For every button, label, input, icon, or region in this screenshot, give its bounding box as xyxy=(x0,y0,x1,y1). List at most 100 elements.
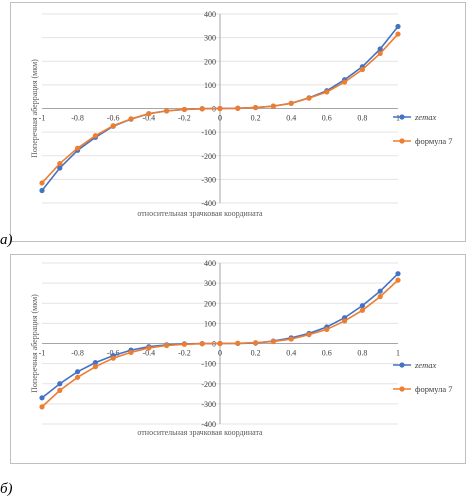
data-point-formula7 xyxy=(128,349,134,355)
data-point-formula7 xyxy=(288,336,294,342)
data-point-formula7 xyxy=(146,111,152,117)
data-point-zemax xyxy=(92,360,98,366)
data-point-formula7 xyxy=(306,95,312,101)
chart-b-plot: 4003002001000-100-200-300-400-1-0.8-0.6-… xyxy=(30,259,453,437)
data-point-formula7 xyxy=(199,341,205,347)
data-point-formula7 xyxy=(395,277,401,283)
data-point-formula7 xyxy=(181,341,187,347)
data-point-formula7 xyxy=(164,342,170,349)
x-tick-label: 0.4 xyxy=(286,114,296,123)
y-tick-label: 200 xyxy=(204,57,216,66)
data-point-formula7 xyxy=(288,100,294,106)
data-point-formula7 xyxy=(92,364,98,370)
data-point-zemax xyxy=(395,23,401,30)
x-axis-title: относительная зрачковая координата xyxy=(137,209,263,218)
x-tick-label: -0.6 xyxy=(107,114,120,123)
y-tick-label: 200 xyxy=(204,299,216,308)
x-tick-label: 0 xyxy=(218,114,222,123)
x-tick-label: 0 xyxy=(218,349,222,358)
data-point-formula7 xyxy=(270,338,276,345)
data-point-formula7 xyxy=(342,79,348,85)
x-tick-label: 0.2 xyxy=(251,114,261,123)
x-tick-label: -1 xyxy=(39,349,46,358)
x-tick-label: 0.6 xyxy=(322,349,332,358)
y-tick-label: -300 xyxy=(201,175,216,184)
data-point-formula7 xyxy=(128,116,134,122)
y-tick-label: -400 xyxy=(201,420,216,429)
data-point-formula7 xyxy=(110,123,116,129)
chart-a: 400 300 200 100 0 -100 -200 -300 -400 -1 -0.8 -0.6 -… xyxy=(10,2,466,242)
y-axis-title: Поперечная аберрация (мкм) xyxy=(30,294,39,393)
chart-b: 4003002001000-100-200-300-400-1-0.8-0.6-… xyxy=(10,254,466,464)
x-tick-label: -1 xyxy=(39,114,46,123)
data-point-formula7 xyxy=(235,340,241,346)
x-tick-label: 0.8 xyxy=(357,349,367,358)
data-point-zemax xyxy=(57,381,63,387)
data-point-formula7 xyxy=(253,340,259,346)
data-point-formula7 xyxy=(359,66,365,73)
data-point-formula7 xyxy=(199,106,205,112)
x-tick-label: -0.4 xyxy=(142,349,155,358)
data-point-formula7 xyxy=(39,180,45,186)
y-tick-label: -300 xyxy=(201,400,216,409)
data-point-zemax xyxy=(39,395,45,401)
data-point-formula7 xyxy=(377,294,383,300)
data-point-formula7 xyxy=(39,404,45,410)
data-point-zemax xyxy=(395,271,401,277)
data-point-formula7 xyxy=(75,374,81,380)
data-point-zemax xyxy=(39,187,45,194)
legend-marker xyxy=(399,114,405,120)
data-point-formula7 xyxy=(75,145,81,151)
data-point-formula7 xyxy=(217,340,223,347)
data-point-formula7 xyxy=(146,345,152,351)
x-tick-label: 0.2 xyxy=(251,349,261,358)
y-tick-label: 300 xyxy=(204,279,216,288)
data-point-formula7 xyxy=(57,387,63,393)
data-point-formula7 xyxy=(57,160,63,167)
legend-marker xyxy=(399,138,405,144)
y-tick-label: 100 xyxy=(204,81,216,90)
x-tick-label: 0.4 xyxy=(286,349,296,358)
legend-marker xyxy=(399,386,405,392)
x-tick-label: -0.8 xyxy=(71,349,84,358)
legend-marker xyxy=(399,362,405,368)
data-point-zemax xyxy=(75,369,81,375)
data-point-formula7 xyxy=(181,106,187,113)
legend-label: zemax xyxy=(414,112,436,122)
y-tick-label: 100 xyxy=(204,319,216,328)
data-point-formula7 xyxy=(270,103,276,109)
data-point-zemax xyxy=(57,165,63,171)
data-point-formula7 xyxy=(306,332,312,338)
data-point-formula7 xyxy=(342,318,348,324)
y-tick-label: -400 xyxy=(201,199,216,208)
y-tick-label: -100 xyxy=(201,128,216,137)
data-point-formula7 xyxy=(235,105,241,111)
data-point-formula7 xyxy=(92,133,98,139)
y-tick-label: -200 xyxy=(201,152,216,161)
panel-label-b: б) xyxy=(0,481,13,497)
data-point-formula7 xyxy=(324,326,330,333)
data-point-zemax xyxy=(377,46,383,52)
x-tick-label: 0.8 xyxy=(357,114,367,123)
x-tick-label: 1 xyxy=(396,349,400,358)
y-tick-label: -100 xyxy=(201,360,216,369)
x-tick-label: -0.2 xyxy=(178,349,191,358)
legend-label: формула 7 xyxy=(415,384,453,394)
y-axis-title: Поперечная аберрация (мкм) xyxy=(30,59,39,158)
data-point-formula7 xyxy=(324,89,330,95)
data-point-zemax xyxy=(359,303,365,309)
data-point-formula7 xyxy=(217,105,223,112)
x-tick-label: -0.8 xyxy=(71,114,84,123)
data-point-formula7 xyxy=(164,108,170,114)
data-point-formula7 xyxy=(377,50,383,57)
x-tick-label: -0.4 xyxy=(142,114,155,123)
y-tick-label: 400 xyxy=(204,10,216,19)
panel-label-a: а) xyxy=(0,232,13,248)
y-tick-label: 400 xyxy=(204,259,216,268)
y-tick-label: -200 xyxy=(201,380,216,389)
x-tick-label: 0.6 xyxy=(322,114,332,123)
legend-label: zemax xyxy=(414,360,436,370)
x-tick-label: -0.2 xyxy=(178,114,191,123)
x-axis-title: относительная зрачковая координата xyxy=(137,428,263,437)
data-point-formula7 xyxy=(110,355,116,361)
